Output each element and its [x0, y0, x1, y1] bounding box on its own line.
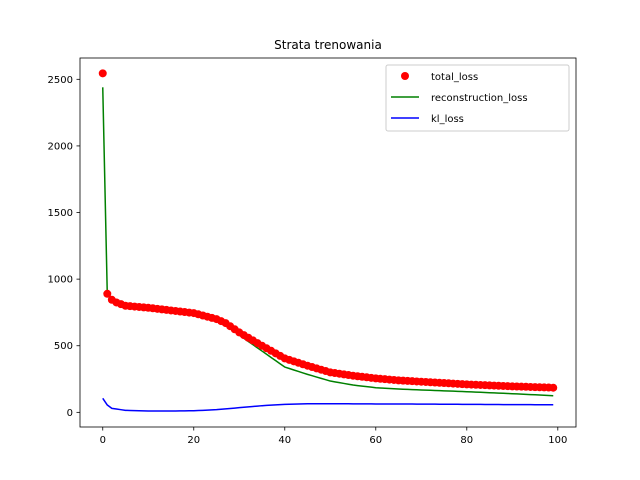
legend-label: total_loss	[431, 72, 478, 83]
y-tick-label: 0	[67, 408, 73, 419]
y-tick-label: 2000	[48, 141, 73, 152]
x-tick-label: 60	[369, 435, 382, 446]
chart-title: Strata trenowania	[274, 38, 382, 52]
legend-marker	[401, 72, 409, 80]
plot-layer	[98, 69, 558, 412]
legend-entry-reconstruction_loss: reconstruction_loss	[391, 93, 528, 104]
series-line-kl_loss	[102, 397, 554, 412]
legend-entry-total_loss: total_loss	[401, 72, 478, 83]
legend: total_loss reconstruction_loss kl_loss	[385, 64, 570, 132]
y-tick-label: 500	[54, 341, 73, 352]
x-tick-label: 80	[460, 435, 473, 446]
x-tick-label: 100	[548, 435, 567, 446]
legend-label: kl_loss	[431, 114, 464, 125]
data-point	[549, 383, 558, 392]
series-points-total_loss	[98, 69, 558, 392]
x-tick-label: 0	[100, 435, 106, 446]
y-tick-label: 1000	[48, 275, 73, 286]
plot-frame	[79, 57, 577, 428]
legend-entry-kl_loss: kl_loss	[391, 114, 464, 125]
y-tick-label: 2500	[48, 75, 73, 86]
legend-label: reconstruction_loss	[431, 93, 528, 104]
y-tick-label: 1500	[48, 208, 73, 219]
data-point	[103, 289, 112, 298]
x-tick-label: 40	[278, 435, 291, 446]
x-tick-label: 20	[187, 435, 200, 446]
legend-box	[385, 64, 570, 132]
data-point	[98, 69, 107, 78]
